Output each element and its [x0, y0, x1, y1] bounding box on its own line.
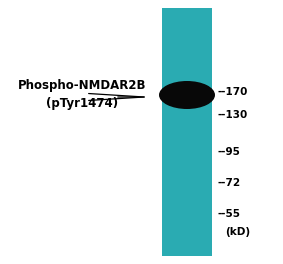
Text: --55: --55: [218, 209, 241, 219]
Text: --170: --170: [218, 87, 248, 97]
Text: --130: --130: [218, 110, 248, 120]
Text: Phospho-NMDAR2B: Phospho-NMDAR2B: [18, 79, 146, 92]
Text: (kD): (kD): [225, 227, 250, 237]
Text: --72: --72: [218, 178, 241, 188]
Text: (pTyr1474): (pTyr1474): [46, 97, 118, 111]
Text: --95: --95: [218, 147, 241, 157]
Ellipse shape: [159, 81, 215, 109]
Bar: [162, 8, 212, 256]
